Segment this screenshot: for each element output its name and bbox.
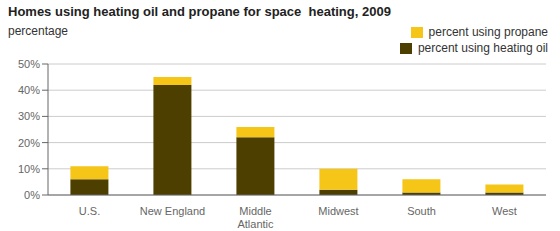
html-text:percent using heating oil: percent using heating oil — [417, 41, 548, 55]
svg-text:MiddleAtlantic: MiddleAtlantic — [237, 205, 274, 230]
svg-text:20%: 20% — [18, 137, 40, 149]
svg-text:U.S.: U.S. — [79, 205, 100, 217]
svg-text:10%: 10% — [18, 163, 40, 175]
html-text:percent using propane: percent using propane — [428, 25, 548, 39]
svg-text:40%: 40% — [18, 84, 40, 96]
html-text:Homes using heating oil and pr: Homes using heating oil and propane for … — [8, 4, 391, 19]
svg-text:West: West — [492, 205, 517, 217]
svg-text:30%: 30% — [18, 110, 40, 122]
svg-text:Midwest: Midwest — [318, 205, 358, 217]
svg-text:South: South — [407, 205, 436, 217]
html-text:percentage: percentage — [8, 24, 68, 38]
svg-text:New England: New England — [140, 205, 205, 217]
svg-text:0%: 0% — [24, 189, 40, 201]
svg-text:50%: 50% — [18, 58, 40, 70]
